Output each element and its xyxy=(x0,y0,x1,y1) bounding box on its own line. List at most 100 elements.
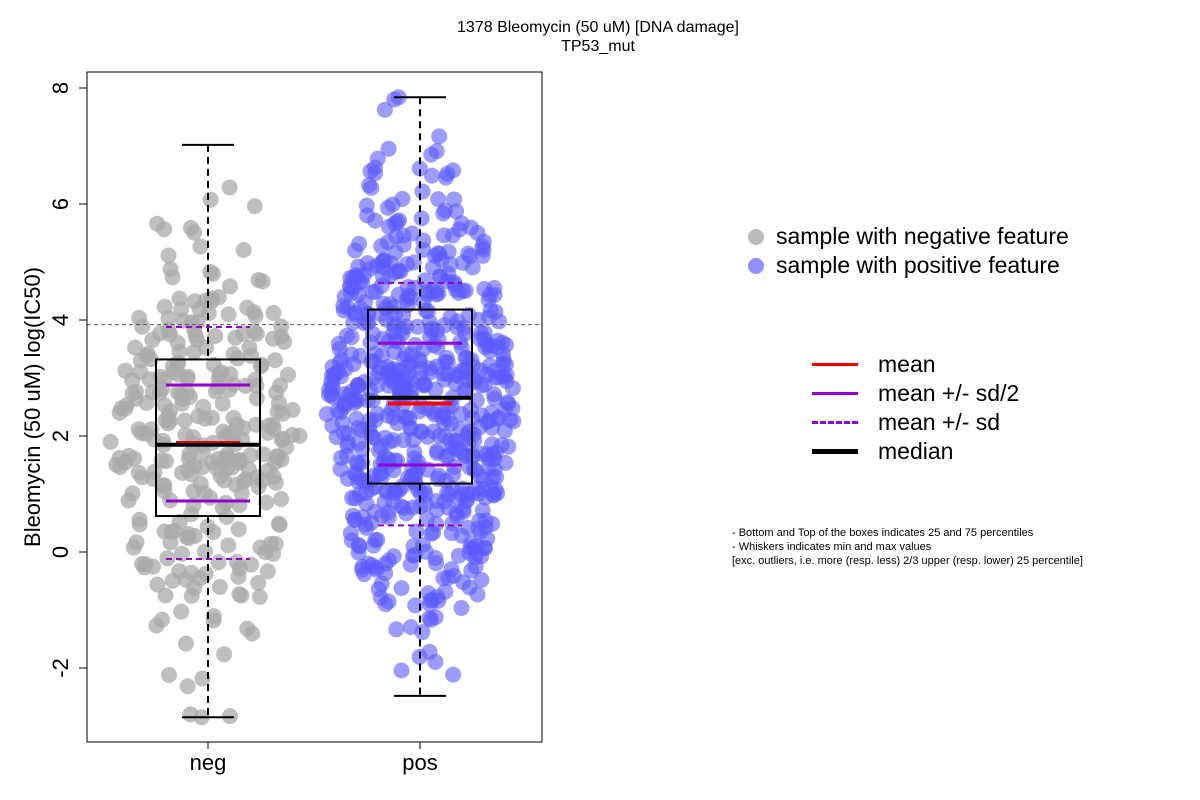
data-point xyxy=(413,210,430,227)
data-point xyxy=(429,339,446,355)
data-point xyxy=(430,285,447,302)
data-point xyxy=(402,371,419,388)
data-point xyxy=(202,489,218,506)
purple-line-icon xyxy=(812,392,858,395)
data-point xyxy=(192,238,209,255)
data-point xyxy=(414,536,431,553)
y-tick-label: 8 xyxy=(48,82,73,94)
data-point xyxy=(102,433,119,450)
data-point xyxy=(369,377,386,394)
data-point xyxy=(453,215,470,232)
data-point xyxy=(134,318,151,335)
data-point xyxy=(459,519,476,536)
data-point xyxy=(202,264,219,280)
data-point xyxy=(153,452,170,469)
data-point xyxy=(239,620,256,637)
data-point xyxy=(273,432,290,448)
data-point xyxy=(228,553,245,570)
data-point xyxy=(366,429,382,446)
data-point xyxy=(343,346,360,363)
data-point xyxy=(270,448,286,465)
line-legend-label: mean xyxy=(878,351,936,377)
chart-title-block: 1378 Bleomycin (50 uM) [DNA damage] TP53… xyxy=(398,18,798,56)
data-point xyxy=(210,371,227,387)
line-legend-item-mean: mean xyxy=(812,350,1019,379)
data-point xyxy=(350,537,367,554)
data-point xyxy=(156,483,173,500)
data-point xyxy=(236,473,253,490)
data-point xyxy=(340,434,356,451)
data-point xyxy=(486,280,503,296)
data-point xyxy=(186,457,203,474)
data-point xyxy=(413,423,430,440)
data-point xyxy=(443,525,460,542)
line-legend-label: mean +/- sd/2 xyxy=(878,380,1020,406)
data-point xyxy=(377,429,394,446)
data-point xyxy=(243,347,259,364)
x-tick-label: pos xyxy=(402,750,437,775)
data-point xyxy=(453,600,470,616)
data-point xyxy=(461,579,478,596)
data-point xyxy=(210,554,227,571)
data-point xyxy=(220,306,237,323)
data-point xyxy=(120,492,137,509)
data-point xyxy=(259,424,276,441)
data-point xyxy=(500,438,517,455)
data-point xyxy=(445,466,462,483)
y-tick-label: -2 xyxy=(48,658,73,678)
data-point xyxy=(477,519,494,536)
data-point xyxy=(180,526,197,542)
box-plot-chart: -2 0 2 4 6 8 neg pos Bleomycin (50 uM) log(IC50) xyxy=(20,71,543,775)
data-point xyxy=(208,459,224,476)
data-point xyxy=(247,308,264,325)
data-point xyxy=(210,289,227,306)
data-point xyxy=(156,298,173,315)
data-point xyxy=(192,475,209,492)
data-point xyxy=(391,482,408,498)
data-point xyxy=(468,544,485,561)
data-point xyxy=(439,354,456,371)
data-point xyxy=(233,485,250,502)
data-point xyxy=(440,448,457,464)
data-point xyxy=(462,248,479,265)
data-point xyxy=(423,611,440,628)
data-point xyxy=(157,587,174,604)
chart-subtitle: TP53_mut xyxy=(561,38,635,55)
data-point xyxy=(429,588,446,605)
data-point xyxy=(117,362,134,379)
data-point xyxy=(480,309,497,326)
data-point xyxy=(486,390,503,407)
data-point xyxy=(384,196,401,213)
data-point xyxy=(444,227,461,244)
data-point xyxy=(348,454,365,471)
data-point xyxy=(131,511,148,528)
data-point xyxy=(442,309,459,326)
data-point xyxy=(128,534,145,551)
data-point xyxy=(216,646,233,663)
data-point xyxy=(455,282,471,299)
data-point xyxy=(384,401,400,418)
data-point xyxy=(489,410,506,427)
data-point xyxy=(460,436,477,452)
y-axis-label: Bleomycin (50 uM) log(IC50) xyxy=(20,267,45,547)
grey-dot-icon xyxy=(748,228,764,245)
data-point xyxy=(269,403,286,420)
data-point xyxy=(173,603,190,620)
data-point xyxy=(472,468,489,485)
data-point xyxy=(445,666,462,683)
data-point xyxy=(284,401,301,418)
data-point xyxy=(130,464,147,481)
line-legend: mean mean +/- sd/2 mean +/- sd median xyxy=(812,350,1019,466)
data-point xyxy=(349,376,366,393)
point-legend-label: sample with negative feature xyxy=(776,223,1069,249)
data-point xyxy=(145,470,161,487)
data-point xyxy=(473,377,490,394)
data-point xyxy=(235,242,252,258)
data-point xyxy=(205,608,222,625)
data-point xyxy=(454,486,471,503)
data-point xyxy=(376,101,393,118)
data-point xyxy=(393,662,410,679)
data-point xyxy=(124,385,141,402)
data-point xyxy=(179,678,196,695)
data-point xyxy=(395,432,412,449)
